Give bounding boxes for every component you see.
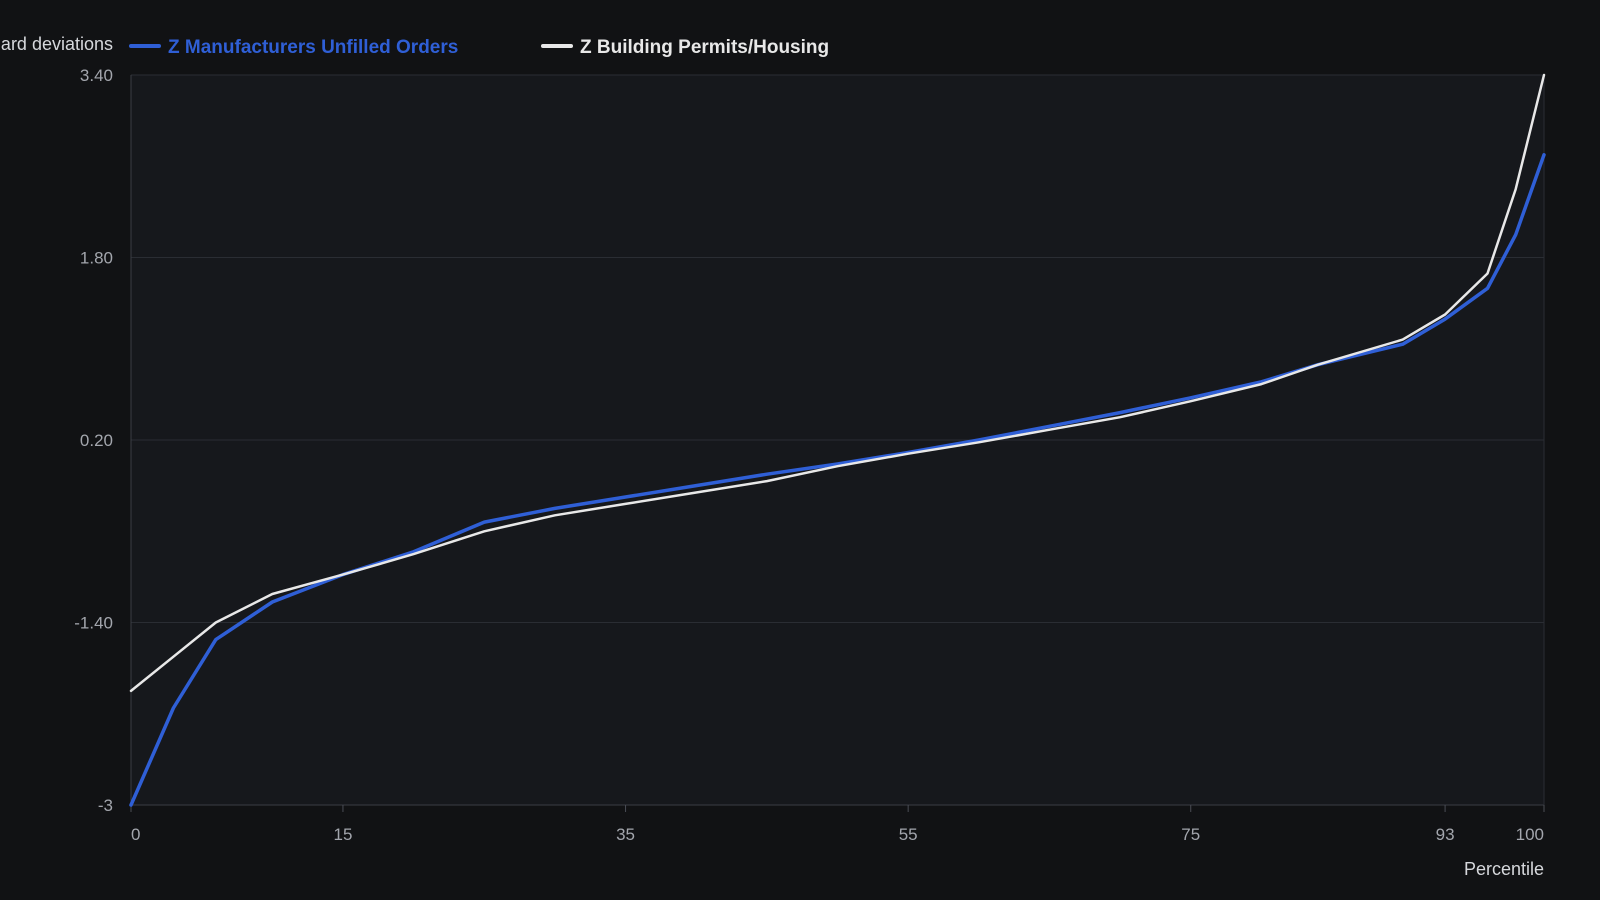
x-axis-title: Percentile (1464, 859, 1544, 879)
legend-label: Z Building Permits/Housing (580, 37, 829, 58)
y-tick-label: 1.80 (80, 249, 113, 268)
x-tick-label: 93 (1436, 825, 1455, 844)
y-tick-label: -1.40 (74, 614, 113, 633)
y-axis-title: Standard deviations (0, 34, 113, 54)
x-tick-label: 75 (1181, 825, 1200, 844)
series-line-2 (129, 73, 1546, 693)
x-tick-label: 0 (131, 825, 140, 844)
axes: 3.40 1.80 0.20 -1.40 -3 0 15 35 55 75 93 100 (74, 66, 1545, 844)
y-tick-label: 0.20 (80, 431, 113, 450)
series-lines (129, 73, 1546, 807)
y-tick-label: -3 (98, 796, 113, 815)
series-line-1 (129, 153, 1546, 807)
legend: Z Manufacturers Unfilled Orders Z Buildin… (129, 37, 829, 58)
x-tick-label: 35 (616, 825, 635, 844)
grid (131, 74, 1544, 806)
x-tick-label: 100 (1516, 825, 1544, 844)
legend-label: Z Manufacturers Unfilled Orders (168, 37, 458, 58)
x-tick-label: 15 (333, 825, 352, 844)
y-tick-label: 3.40 (80, 66, 113, 85)
x-tick-label: 55 (899, 825, 918, 844)
